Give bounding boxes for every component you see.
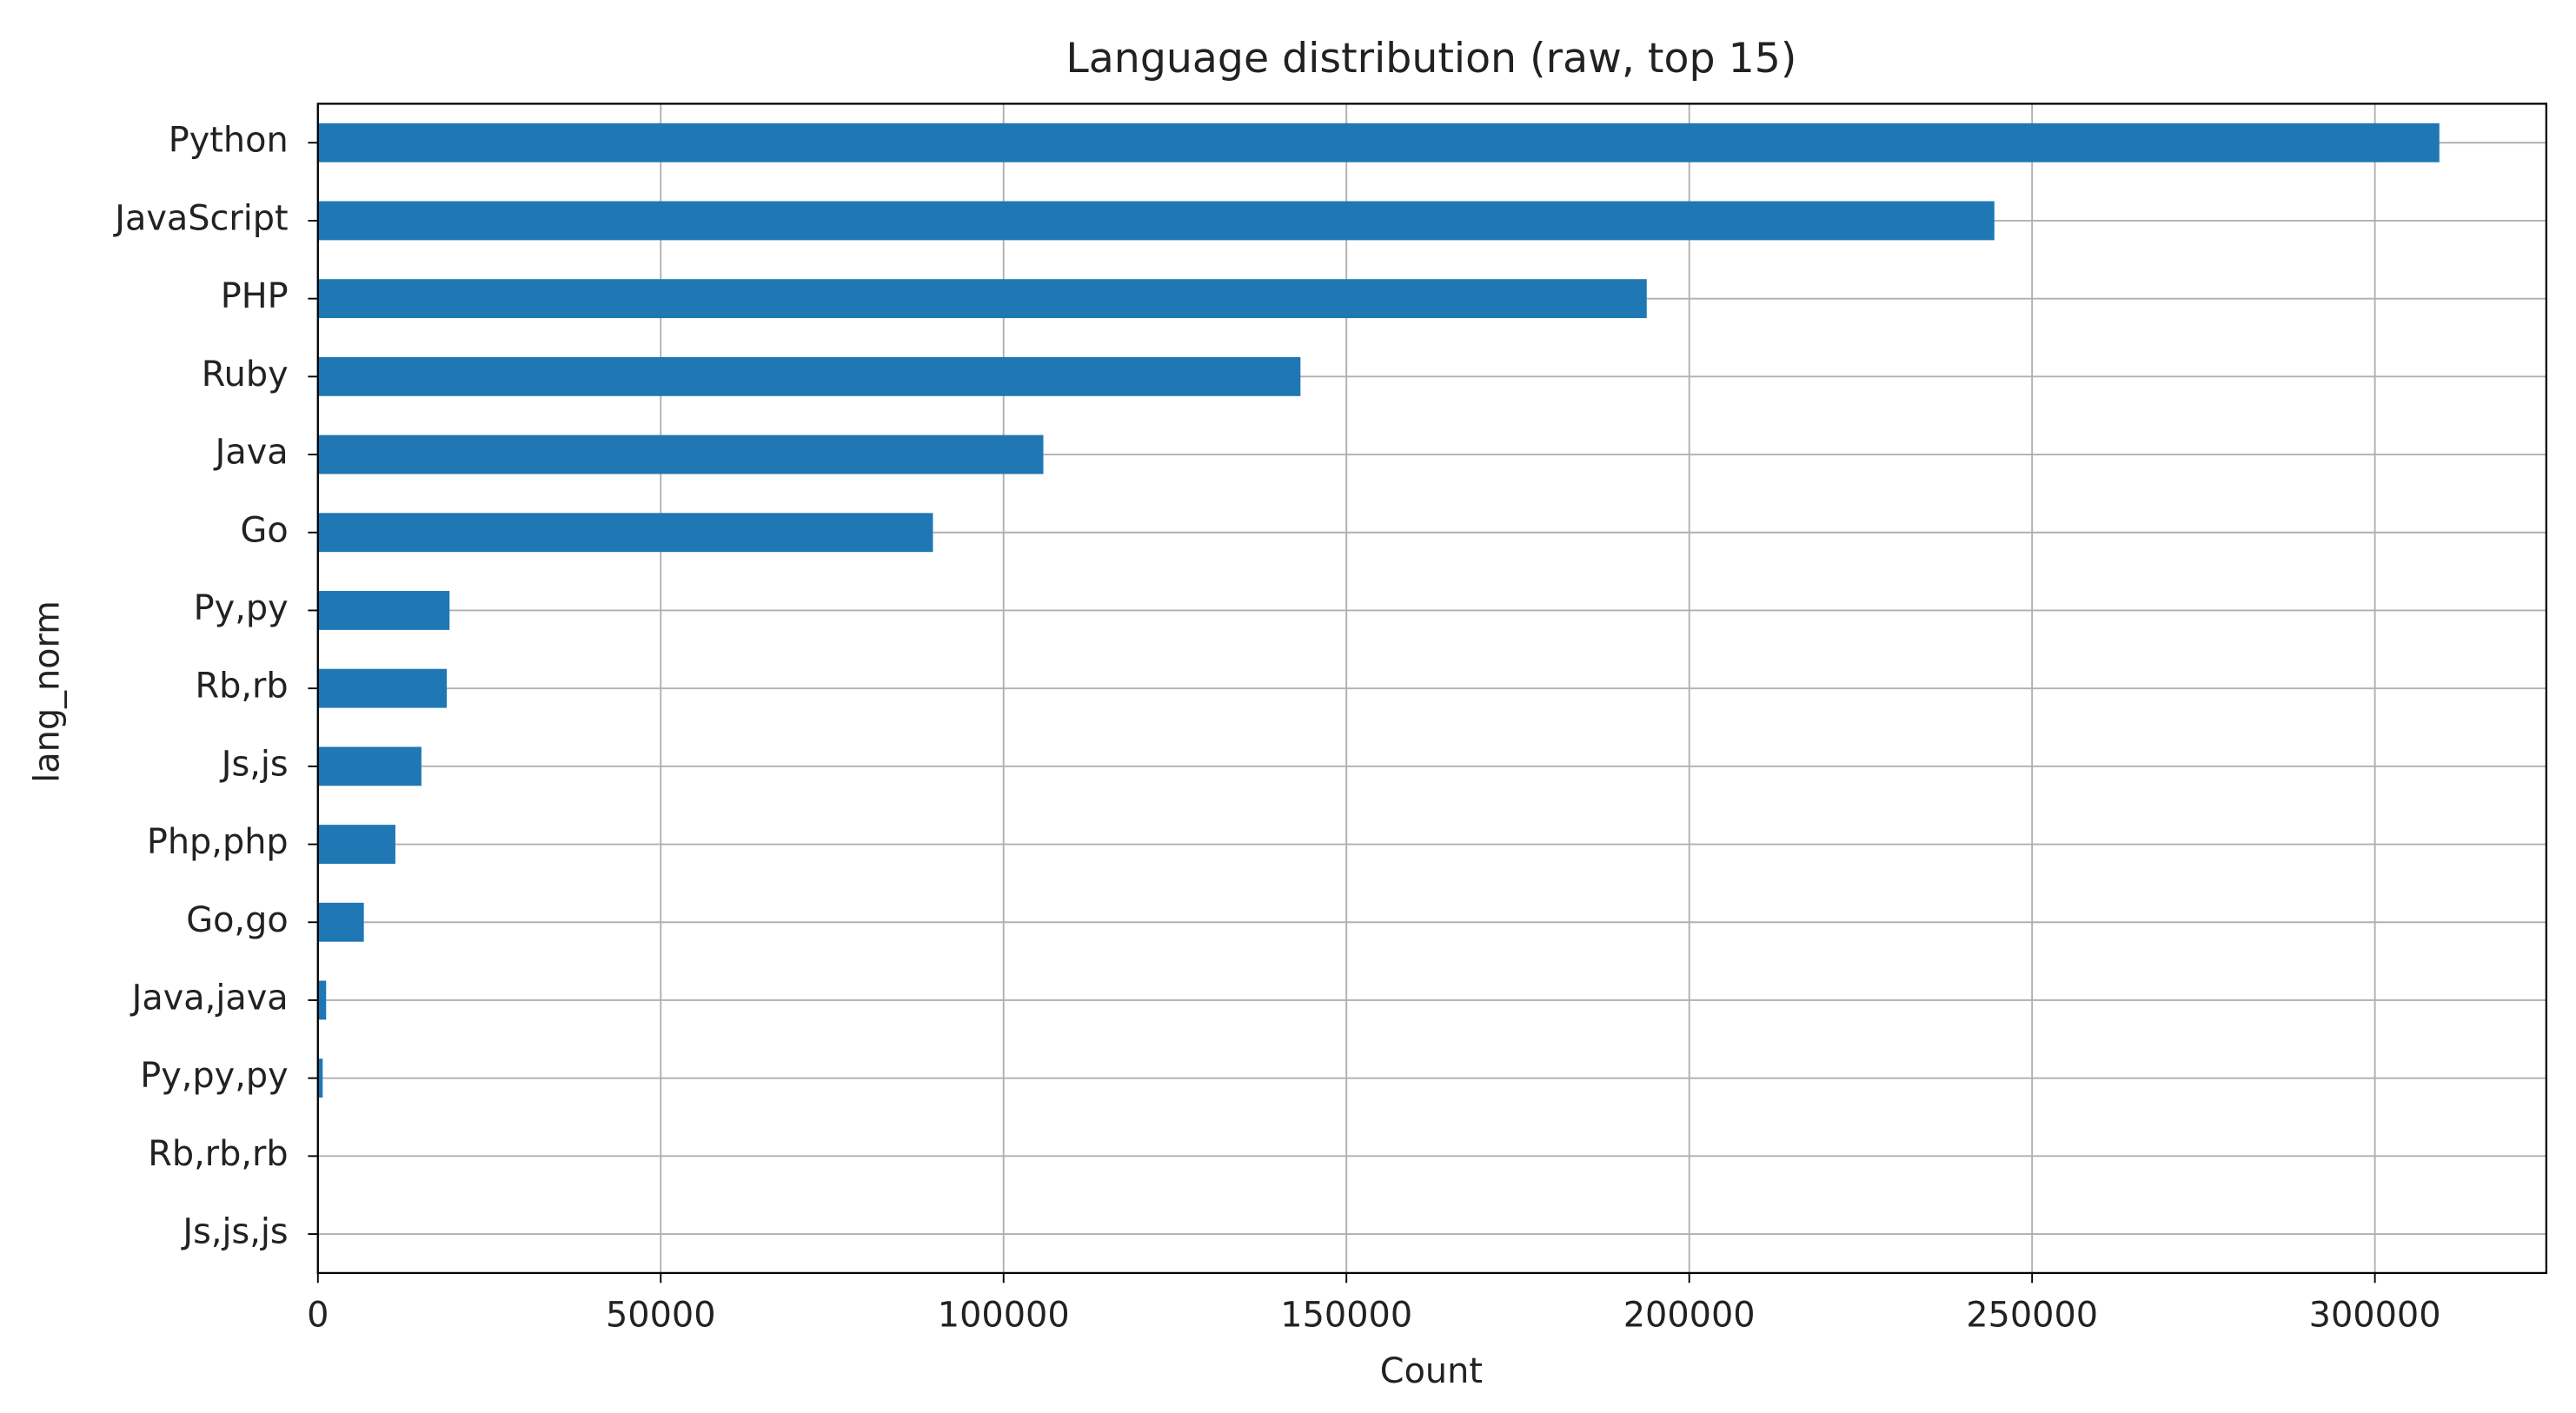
bar bbox=[317, 356, 1301, 396]
y-tick-label: Python bbox=[169, 121, 289, 161]
chart-title: Language distribution (raw, top 15) bbox=[1066, 35, 1796, 83]
y-axis-label: lang_norm bbox=[27, 600, 67, 783]
bar bbox=[317, 668, 448, 708]
y-tick-label: Py,py,py bbox=[140, 1056, 288, 1096]
bar bbox=[317, 902, 364, 942]
x-tick-label: 0 bbox=[307, 1296, 329, 1336]
x-tick-label: 150000 bbox=[1280, 1296, 1412, 1336]
y-tick-label: Js,js bbox=[219, 744, 289, 784]
y-tick-label: Ruby bbox=[202, 355, 289, 395]
bar bbox=[317, 279, 1647, 319]
y-tick-label: Go bbox=[240, 510, 288, 550]
y-tick-label: Php,php bbox=[147, 822, 289, 862]
y-tick-label: JavaScript bbox=[112, 198, 288, 238]
bar bbox=[317, 123, 2440, 163]
bar bbox=[317, 513, 933, 553]
y-tick-label: Rb,rb,rb bbox=[148, 1134, 288, 1174]
y-tick-label: Rb,rb bbox=[196, 667, 289, 706]
x-tick-label: 50000 bbox=[606, 1296, 716, 1336]
bar bbox=[317, 591, 450, 630]
bar bbox=[317, 201, 1995, 241]
x-tick-label: 250000 bbox=[1966, 1296, 2098, 1336]
bar bbox=[317, 825, 395, 864]
bar bbox=[317, 1058, 323, 1098]
bar bbox=[317, 980, 327, 1020]
bar bbox=[317, 435, 1044, 474]
bar bbox=[317, 746, 422, 786]
x-tick-label: 300000 bbox=[2309, 1296, 2441, 1336]
y-tick-label: Java bbox=[213, 433, 289, 473]
y-tick-label: Py,py bbox=[194, 588, 289, 628]
x-tick-label: 200000 bbox=[1623, 1296, 1756, 1336]
plot-frame bbox=[316, 103, 2547, 1275]
x-axis-label: Count bbox=[1380, 1351, 1483, 1391]
y-tick-label: PHP bbox=[221, 276, 289, 316]
y-tick-label: Java,java bbox=[129, 978, 289, 1018]
y-tick-label: Js,js,js bbox=[180, 1212, 288, 1252]
x-tick-label: 100000 bbox=[938, 1296, 1070, 1336]
y-tick-label: Go,go bbox=[186, 900, 288, 940]
